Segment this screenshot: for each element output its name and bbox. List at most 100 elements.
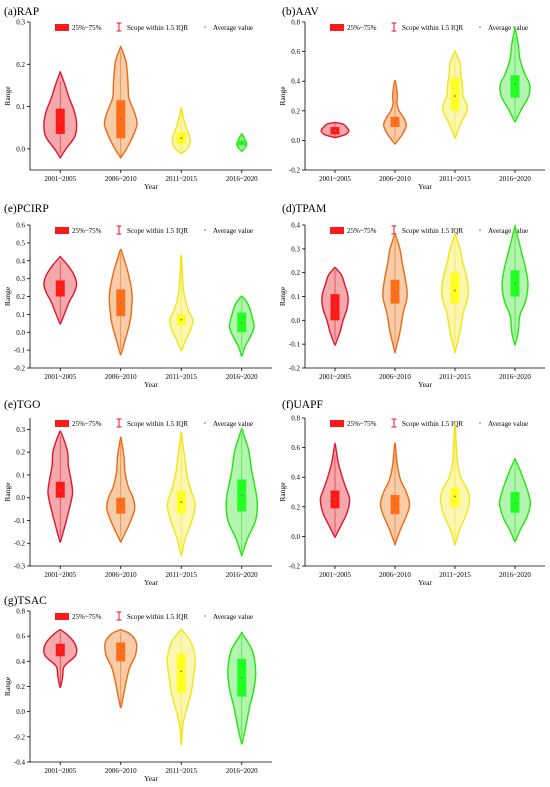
legend-label: Scope within 1.5 IQR — [127, 613, 188, 621]
legend-whisker-icon — [116, 22, 122, 32]
y-tick-label: 0.1 — [16, 103, 25, 111]
violin — [228, 295, 255, 357]
y-tick-label: 0.5 — [16, 239, 25, 247]
chart-title: (d)TPAM — [282, 203, 326, 215]
y-tick-label: 0.6 — [291, 444, 300, 452]
violin — [319, 442, 351, 538]
mean-dot — [514, 502, 516, 505]
legend-whisker-icon — [391, 22, 397, 32]
mean-dot — [394, 502, 396, 505]
legend-label: Scope within 1.5 IQR — [127, 24, 188, 32]
chart-panel: (d)TPAM 25%~75% Scope within 1.5 IQR Averag… — [278, 203, 545, 389]
y-tick-label: 0.2 — [291, 107, 300, 115]
violin — [499, 27, 531, 123]
mean-dot — [180, 501, 183, 504]
legend-label: 25%~75% — [72, 227, 102, 235]
y-tick-label: 0.1 — [16, 311, 25, 319]
legend-label: Scope within 1.5 IQR — [127, 227, 188, 235]
x-tick-label: 2001~2005 — [44, 373, 76, 381]
legend-label: Scope within 1.5 IQR — [127, 420, 188, 428]
y-tick-label: 0.1 — [291, 293, 300, 301]
y-tick-label: -0.3 — [14, 563, 26, 571]
mean-dot — [180, 670, 183, 673]
violin — [382, 79, 408, 145]
legend-label: Scope within 1.5 IQR — [402, 227, 463, 235]
legend-mean-dot — [204, 422, 206, 424]
mean-dot — [240, 322, 243, 325]
x-tick-label: 2001~2005 — [44, 767, 76, 775]
violin — [43, 255, 78, 325]
x-tick-label: 2016~2020 — [499, 373, 531, 381]
violin — [166, 628, 196, 746]
x-tick-label: 2006~2010 — [379, 175, 411, 183]
violin — [43, 71, 78, 159]
x-tick-label: 2011~2015 — [165, 767, 197, 775]
mean-dot — [240, 676, 243, 679]
legend-swatch-iqr — [330, 227, 344, 234]
violin — [169, 254, 194, 352]
violin — [103, 45, 138, 159]
y-tick-label: 0.0 — [291, 317, 300, 325]
y-tick-label: 0.4 — [16, 658, 25, 666]
x-tick-label: 2016~2020 — [226, 571, 258, 579]
violin — [439, 423, 471, 546]
x-tick-label: 2016~2020 — [226, 767, 258, 775]
mean-dot — [180, 137, 183, 140]
mean-dot — [334, 305, 336, 307]
legend-label: Average value — [213, 420, 253, 428]
legend-mean-dot — [204, 229, 206, 231]
mean-dot — [119, 301, 122, 304]
chart-title: (e)PCIRP — [4, 203, 49, 215]
x-tick-label: 2006~2010 — [105, 175, 137, 183]
legend-whisker-icon — [391, 418, 397, 428]
mean-dot — [59, 120, 62, 123]
legend-label: Average value — [213, 613, 253, 621]
y-tick-label: 0.0 — [16, 494, 25, 502]
mean-dot — [240, 494, 243, 497]
mean-dot — [454, 95, 456, 97]
y-tick-label: -0.1 — [14, 347, 26, 355]
chart-title: (f)UAPF — [282, 399, 323, 411]
y-tick-label: 0.0 — [291, 137, 300, 145]
violin — [441, 50, 469, 139]
y-axis-label: Range — [3, 286, 12, 306]
y-tick-label: -0.2 — [14, 365, 26, 373]
x-tick-label: 2011~2015 — [439, 571, 471, 579]
y-axis-label: Range — [278, 286, 287, 306]
chart-title: (b)AAV — [282, 6, 320, 18]
x-tick-label: 2001~2005 — [44, 571, 76, 579]
y-axis-label: Range — [3, 86, 12, 106]
x-tick-label: 2001~2005 — [44, 175, 76, 183]
legend-swatch-iqr — [55, 613, 69, 620]
mean-dot — [394, 121, 396, 123]
legend-mean-dot — [479, 422, 481, 424]
legend-label: 25%~75% — [72, 613, 102, 621]
y-tick-label: 0.2 — [16, 683, 25, 691]
y-tick-label: 0.3 — [16, 426, 25, 434]
legend-swatch-iqr — [55, 24, 69, 31]
y-tick-label: -0.4 — [14, 759, 26, 767]
violin — [382, 232, 408, 354]
violin — [171, 107, 192, 155]
legend-label: Average value — [213, 24, 253, 32]
mean-dot — [514, 83, 516, 86]
y-axis-label: Range — [278, 86, 287, 106]
y-tick-label: 0.8 — [291, 415, 300, 423]
x-tick-label: 2011~2015 — [165, 175, 197, 183]
y-tick-label: 0.8 — [16, 608, 25, 616]
legend-mean-dot — [479, 26, 481, 28]
y-tick-label: 0.2 — [16, 293, 25, 301]
legend-whisker-icon — [116, 611, 122, 621]
legend-mean-dot — [479, 229, 481, 231]
chart-panel: (a)RAP 25%~75% Scope within 1.5 IQR Average… — [3, 6, 272, 191]
chart-title: (e)TGO — [4, 399, 40, 411]
chart-title: (a)RAP — [4, 6, 39, 18]
legend-label: Average value — [488, 24, 528, 32]
x-tick-label: 2006~2010 — [379, 571, 411, 579]
mean-dot — [334, 129, 336, 132]
legend-label: Average value — [213, 227, 253, 235]
mean-dot — [514, 282, 516, 285]
violin — [236, 133, 248, 153]
y-tick-label: -0.2 — [289, 167, 301, 175]
